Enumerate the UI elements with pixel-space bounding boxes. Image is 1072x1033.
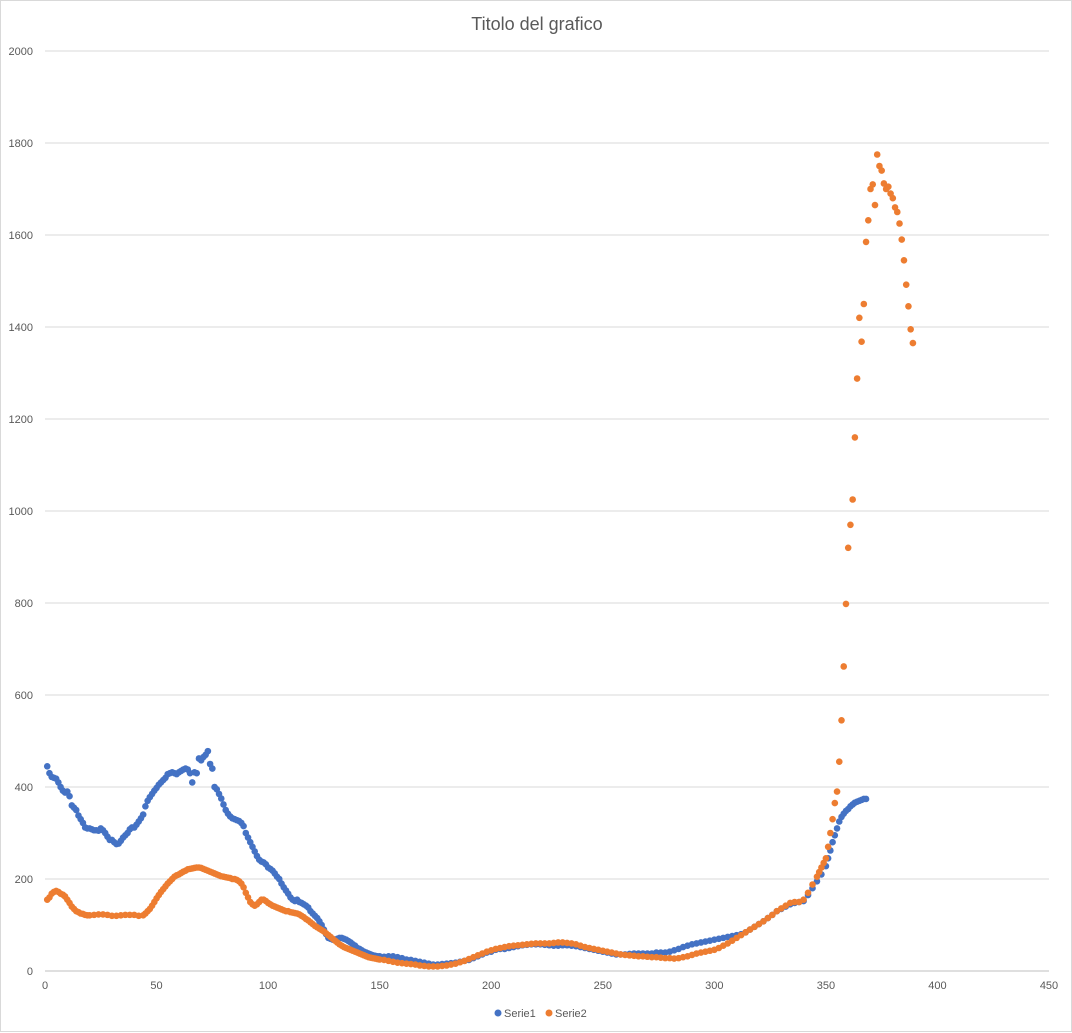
x-tick-label: 450 [1040, 980, 1058, 992]
data-point [804, 889, 812, 897]
data-point [871, 201, 879, 209]
x-tick-label: 250 [594, 980, 612, 992]
data-point [862, 795, 870, 803]
data-point [856, 314, 863, 322]
data-point [43, 763, 51, 770]
data-point [896, 220, 903, 227]
legend-marker-serie1 [494, 1009, 502, 1017]
series-serie2 [43, 151, 917, 970]
legend: Serie1 Serie2 [494, 1008, 587, 1020]
y-tick-label: 400 [15, 782, 33, 794]
data-point [909, 339, 917, 347]
data-point [204, 747, 212, 755]
x-tick-label: 400 [928, 980, 946, 992]
data-point [835, 758, 843, 765]
data-point [824, 843, 832, 851]
data-point [847, 521, 854, 529]
data-point [851, 434, 859, 441]
data-point [822, 855, 830, 862]
data-point [840, 663, 848, 670]
legend-label-serie2: Serie2 [555, 1008, 587, 1020]
y-tick-label: 1000 [9, 506, 33, 518]
data-point [240, 883, 247, 891]
y-tick-label: 2000 [9, 46, 33, 58]
data-point [905, 303, 912, 310]
gridlines [45, 50, 1049, 972]
data-point [193, 769, 201, 777]
data-point [900, 257, 908, 264]
data-point [139, 811, 147, 818]
data-point [829, 838, 836, 846]
x-tick-label: 300 [705, 980, 723, 992]
data-point [860, 300, 868, 308]
legend-marker-serie2 [545, 1009, 553, 1017]
legend-label-serie1: Serie1 [504, 1008, 536, 1020]
data-point [893, 208, 901, 216]
data-point [885, 183, 892, 190]
y-tick-label: 800 [15, 598, 33, 610]
data-point [188, 779, 196, 786]
data-point [889, 194, 897, 202]
x-tick-label: 0 [42, 980, 48, 992]
y-tick-label: 200 [15, 874, 33, 886]
y-axis-tick-labels: 0 200 400 600 800 1000 1200 1400 1600 1800 2000 [9, 46, 33, 978]
data-point [827, 829, 834, 837]
data-point [858, 338, 865, 346]
data-point [849, 496, 856, 503]
data-point [878, 167, 885, 174]
y-tick-label: 1200 [9, 414, 33, 426]
data-points [43, 151, 917, 970]
x-axis-tick-labels: 0 50 100 150 200 250 300 350 400 450 [42, 980, 1058, 992]
data-point [844, 544, 852, 552]
data-point [833, 788, 841, 795]
data-point [864, 216, 872, 224]
data-point [831, 799, 839, 807]
y-tick-label: 1400 [9, 322, 33, 334]
data-point [902, 281, 910, 288]
x-tick-label: 50 [150, 980, 162, 992]
data-point [833, 825, 841, 832]
y-tick-label: 1600 [9, 230, 33, 242]
data-point [862, 238, 870, 246]
data-point [809, 881, 816, 888]
x-tick-label: 200 [482, 980, 500, 992]
data-point [220, 801, 227, 808]
y-tick-label: 0 [27, 966, 33, 978]
data-point [72, 806, 80, 814]
data-point [869, 181, 877, 188]
data-point [873, 151, 881, 158]
y-tick-label: 600 [15, 690, 33, 702]
data-point [842, 600, 850, 608]
data-point [898, 236, 906, 243]
data-point [838, 717, 845, 724]
y-tick-label: 1800 [9, 138, 33, 150]
x-tick-label: 150 [370, 980, 388, 992]
data-point [853, 375, 861, 382]
data-point [829, 815, 836, 823]
x-tick-label: 100 [259, 980, 277, 992]
data-point [209, 765, 216, 772]
data-point [907, 326, 914, 333]
data-point [217, 795, 225, 802]
data-point [142, 803, 149, 810]
data-point [800, 896, 807, 903]
data-point [769, 911, 776, 919]
chart-title: Titolo del grafico [471, 14, 602, 34]
data-point [240, 822, 247, 830]
x-tick-label: 350 [817, 980, 835, 992]
data-point [66, 792, 73, 800]
